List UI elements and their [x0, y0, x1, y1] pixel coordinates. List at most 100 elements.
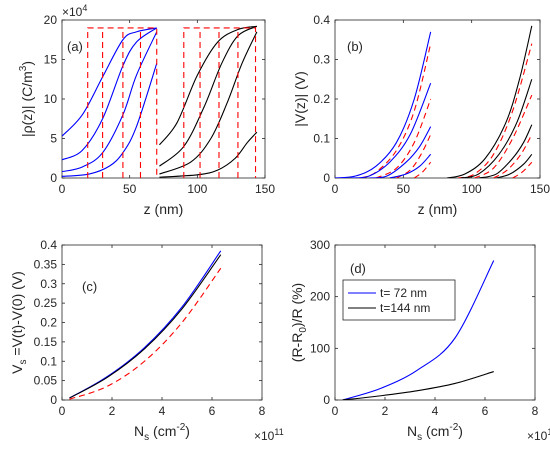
x-tick-label: 150: [255, 182, 275, 196]
series-line-10: [457, 43, 533, 178]
series-line-1: [62, 27, 157, 137]
series-line-8: [159, 131, 258, 178]
y-tick-label: 0: [323, 393, 330, 407]
series-line-6: [159, 25, 258, 167]
y-tick-label: 0: [323, 171, 330, 185]
x-tick-label: 6: [482, 404, 489, 418]
x-tick-label: 0: [59, 182, 66, 196]
x-axis-label: z (nm): [418, 201, 458, 217]
x-axis-label: z (nm): [144, 201, 184, 217]
x-axis-multiplier: ×1011: [254, 427, 284, 443]
y-axis-multiplier: ×104: [62, 3, 87, 19]
y-tick-label: 0.35: [34, 257, 58, 271]
plot-area: [334, 244, 536, 401]
y-tick-label: 15: [44, 53, 58, 67]
series-line-7: [389, 153, 432, 178]
x-tick-label: 2: [382, 404, 389, 418]
y-tick-label: 0.3: [40, 277, 57, 291]
series-line-5: [159, 25, 257, 146]
y-tick-label: 200: [310, 290, 330, 304]
legend-box: [342, 279, 456, 321]
panel-c: 0 2 4 6 8 0 0.05 0.1 0.15 0.2 0.25 0.3 0.35 0.4 (c) Ns …: [9, 238, 284, 443]
y-tick-label: 0.15: [34, 335, 58, 349]
panel-b: 0 50 100 150 0 0.1 0.2 0.3 0.4 (b) z (nm) |V(z)| (V…: [292, 13, 550, 217]
y-tick-label: 0.05: [34, 374, 58, 388]
series-line-6: [396, 134, 432, 178]
y-tick-label: 0.4: [313, 13, 330, 27]
x-tick-label: 0: [332, 182, 339, 196]
panel-d: 0 2 4 6 8 0 100 200 300 (d) Ns (cm-2) (R-R0)/R (%) ×…: [289, 238, 550, 443]
plot-area: [334, 19, 541, 179]
x-tick-label: 4: [432, 404, 439, 418]
panel-label: (c): [82, 279, 97, 294]
y-tick-label: 0.2: [313, 92, 330, 106]
panel-label: (b): [347, 39, 363, 54]
y-tick-label: 0.1: [40, 354, 57, 368]
panel-a: 0 50 100 150 0 5 10 15 20 (a) z (nm) |ρ(z)| (C/m3) ×…: [18, 3, 275, 217]
y-tick-label: 0.25: [34, 296, 58, 310]
panel-label: (d): [350, 261, 366, 276]
panel-label: (a): [67, 39, 83, 54]
series-line-14: [493, 134, 533, 178]
series-line-5: [369, 126, 432, 178]
x-tick-label: 8: [532, 404, 539, 418]
y-tick-label: 20: [44, 13, 58, 27]
y-tick-label: 0.1: [313, 132, 330, 146]
series-line-1: [342, 260, 495, 400]
x-tick-label: 50: [397, 182, 411, 196]
series-line-8: [413, 161, 432, 178]
series-line-3: [62, 31, 158, 173]
legend-label: t= 72 nm: [380, 286, 427, 300]
y-tick-label: 0: [50, 171, 57, 185]
x-tick-label: 100: [462, 182, 482, 196]
series-line-9: [446, 25, 533, 178]
legend-label: t=144 nm: [380, 301, 430, 315]
y-tick-label: 0.2: [40, 316, 57, 330]
series-group: [335, 25, 533, 178]
series-line-16: [512, 161, 533, 178]
x-tick-label: 0: [59, 404, 66, 418]
y-tick-label: 10: [44, 92, 58, 106]
x-axis-label: Ns (cm-2): [134, 422, 190, 443]
x-tick-label: 0: [332, 404, 339, 418]
y-tick-label: 100: [310, 341, 330, 355]
series-line-15: [496, 153, 533, 178]
series-group: [342, 260, 495, 400]
series-line-12: [474, 94, 533, 178]
x-axis-multiplier: ×1011: [527, 427, 550, 443]
series-line-13: [478, 124, 533, 178]
plot-area: [61, 244, 263, 401]
x-axis-label: Ns (cm-2): [407, 422, 463, 443]
series-group: [69, 250, 222, 400]
series-group: [62, 25, 258, 178]
x-tick-label: 6: [209, 404, 216, 418]
x-tick-label: 50: [123, 182, 137, 196]
y-axis-label: |ρ(z)| (C/m3): [18, 61, 35, 137]
y-tick-label: 0.3: [313, 53, 330, 67]
y-tick-label: 0.4: [40, 238, 57, 252]
legend: t= 72 nmt=144 nm: [342, 279, 456, 321]
x-tick-label: 150: [530, 182, 550, 196]
series-line-2: [342, 371, 494, 400]
series-line-2: [69, 254, 222, 399]
x-tick-label: 2: [109, 404, 116, 418]
series-line-7: [159, 31, 258, 175]
x-tick-label: 8: [259, 404, 266, 418]
y-tick-label: 0: [50, 393, 57, 407]
y-axis-label: (R-R0)/R (%): [289, 283, 309, 362]
x-tick-label: 4: [159, 404, 166, 418]
y-axis-label: |V(z)| (V): [292, 71, 308, 127]
y-tick-label: 300: [310, 238, 330, 252]
series-line-11: [460, 79, 533, 178]
series-line-2: [62, 27, 158, 161]
series-line-3: [69, 267, 222, 400]
y-axis-label: Vs =V(t)-V(0) (V): [9, 271, 29, 374]
series-line-13: [183, 27, 257, 178]
series-line-1: [335, 31, 432, 178]
x-tick-label: 100: [187, 182, 207, 196]
y-tick-label: 5: [50, 132, 57, 146]
series-line-3: [351, 82, 432, 178]
series-line-9: [87, 27, 158, 178]
plot-area: [61, 19, 266, 179]
